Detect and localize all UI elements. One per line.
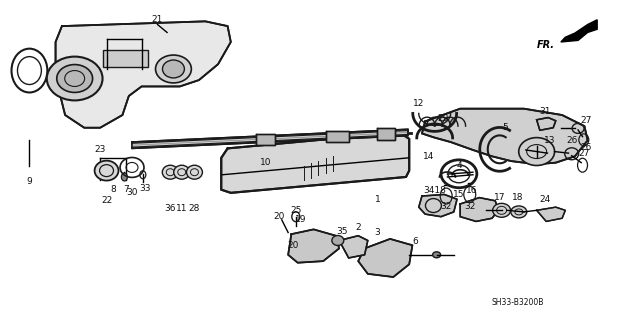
Polygon shape bbox=[339, 236, 368, 258]
Text: 20: 20 bbox=[273, 212, 284, 221]
Text: 9: 9 bbox=[26, 177, 32, 186]
Text: 13: 13 bbox=[543, 136, 555, 145]
Text: 30: 30 bbox=[126, 188, 138, 197]
Text: 33: 33 bbox=[139, 184, 150, 193]
Ellipse shape bbox=[332, 235, 344, 245]
Polygon shape bbox=[221, 132, 409, 193]
Text: 7: 7 bbox=[124, 185, 129, 194]
Polygon shape bbox=[460, 197, 499, 221]
Polygon shape bbox=[288, 229, 339, 263]
Text: FR.: FR. bbox=[537, 40, 556, 50]
Polygon shape bbox=[419, 195, 457, 217]
Text: 28: 28 bbox=[189, 204, 200, 213]
Ellipse shape bbox=[122, 173, 127, 181]
Text: 36: 36 bbox=[164, 204, 176, 213]
Text: 29: 29 bbox=[437, 114, 449, 123]
Text: 35: 35 bbox=[337, 227, 348, 236]
Text: SH33-B3200B: SH33-B3200B bbox=[492, 298, 544, 307]
Polygon shape bbox=[537, 118, 556, 130]
Text: 12: 12 bbox=[413, 100, 424, 108]
Ellipse shape bbox=[163, 60, 184, 78]
Ellipse shape bbox=[519, 137, 555, 166]
Ellipse shape bbox=[493, 203, 511, 217]
Text: 26: 26 bbox=[580, 143, 592, 152]
Text: 24: 24 bbox=[540, 195, 550, 204]
Text: 4: 4 bbox=[456, 161, 461, 170]
Ellipse shape bbox=[95, 161, 118, 181]
Text: 8: 8 bbox=[110, 185, 116, 194]
Text: 15: 15 bbox=[453, 190, 465, 199]
Text: 11: 11 bbox=[176, 204, 188, 213]
Text: 27: 27 bbox=[580, 116, 592, 125]
Text: 3: 3 bbox=[374, 228, 380, 237]
Ellipse shape bbox=[186, 165, 202, 179]
Polygon shape bbox=[378, 128, 395, 140]
Text: 27: 27 bbox=[579, 149, 590, 158]
Text: 16: 16 bbox=[466, 186, 477, 195]
Text: 32: 32 bbox=[464, 202, 476, 211]
Polygon shape bbox=[132, 129, 408, 148]
Ellipse shape bbox=[47, 56, 102, 100]
Text: 14: 14 bbox=[422, 152, 434, 161]
Text: 5: 5 bbox=[502, 123, 508, 132]
Polygon shape bbox=[256, 134, 275, 145]
Text: 10: 10 bbox=[260, 158, 271, 167]
Ellipse shape bbox=[426, 199, 442, 212]
Text: 25: 25 bbox=[290, 206, 301, 215]
Text: 2: 2 bbox=[355, 223, 361, 232]
Text: 23: 23 bbox=[95, 145, 106, 154]
Text: 17: 17 bbox=[494, 193, 506, 202]
Bar bbox=[103, 50, 148, 67]
Ellipse shape bbox=[511, 206, 527, 218]
Ellipse shape bbox=[173, 165, 189, 179]
Polygon shape bbox=[561, 20, 597, 42]
Text: 21: 21 bbox=[152, 15, 163, 24]
Text: 3418: 3418 bbox=[423, 186, 446, 195]
Ellipse shape bbox=[433, 252, 440, 258]
Ellipse shape bbox=[156, 55, 191, 83]
Text: 22: 22 bbox=[101, 196, 112, 205]
Text: 32: 32 bbox=[440, 202, 452, 211]
Polygon shape bbox=[422, 109, 588, 164]
Polygon shape bbox=[56, 21, 231, 128]
Ellipse shape bbox=[57, 64, 93, 93]
Text: 1: 1 bbox=[374, 195, 380, 204]
Ellipse shape bbox=[163, 165, 178, 179]
Polygon shape bbox=[358, 239, 412, 277]
Text: 18: 18 bbox=[512, 193, 524, 202]
Polygon shape bbox=[537, 207, 565, 221]
Text: 31: 31 bbox=[539, 108, 550, 116]
Text: 19: 19 bbox=[295, 215, 307, 224]
Text: 26: 26 bbox=[566, 136, 577, 145]
Text: 20: 20 bbox=[287, 241, 298, 250]
Text: 6: 6 bbox=[413, 237, 419, 246]
Polygon shape bbox=[326, 130, 349, 142]
